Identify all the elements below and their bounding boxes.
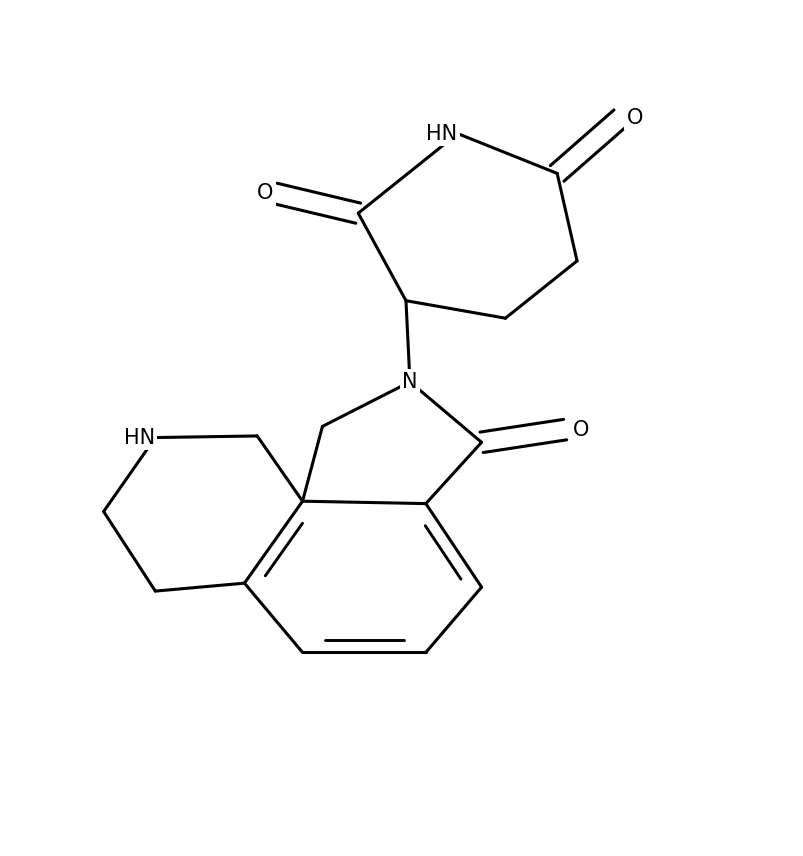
Text: O: O bbox=[572, 419, 589, 440]
Text: O: O bbox=[257, 183, 273, 203]
Text: O: O bbox=[626, 108, 642, 128]
Text: N: N bbox=[402, 372, 418, 392]
Text: HN: HN bbox=[124, 427, 155, 448]
Text: HN: HN bbox=[426, 123, 457, 144]
